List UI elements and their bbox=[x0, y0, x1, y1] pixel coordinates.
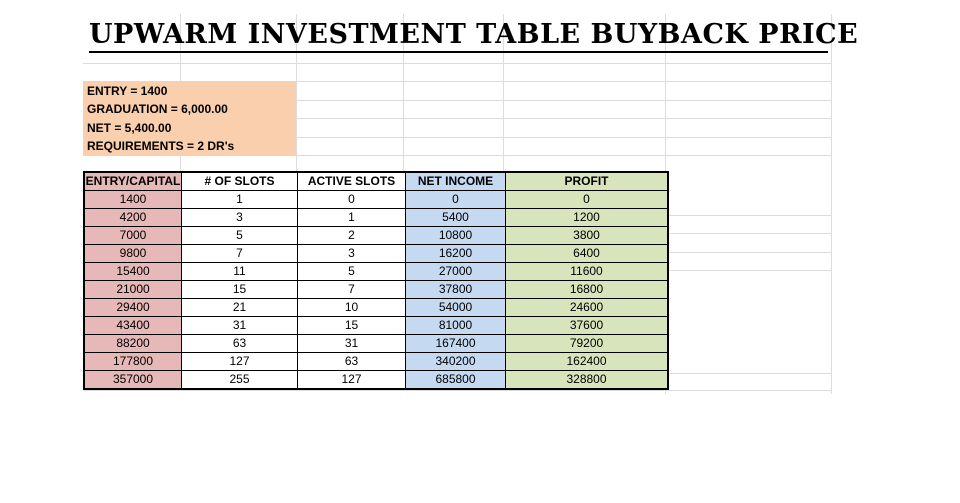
cell-net-income: 685800 bbox=[405, 370, 506, 390]
cell-slots: 31 bbox=[181, 316, 298, 335]
cell-net-income: 10800 bbox=[405, 226, 506, 245]
cell-net-income: 5400 bbox=[405, 208, 506, 227]
cell-net-income: 167400 bbox=[405, 334, 506, 353]
cell-entry-capital: 21000 bbox=[83, 280, 182, 299]
gridline bbox=[83, 81, 832, 82]
cell-slots: 127 bbox=[181, 352, 298, 371]
cell-slots: 7 bbox=[181, 244, 298, 263]
header-active-slots: ACTIVE SLOTS bbox=[297, 171, 406, 191]
table-row: 1400 1 0 0 0 bbox=[83, 190, 669, 209]
sheet-title: UPWARM INVESTMENT TABLE BUYBACK PRICE bbox=[89, 19, 859, 50]
table-row: 7000 5 2 10800 3800 bbox=[83, 226, 669, 245]
investment-table: ENTRY/CAPITAL # OF SLOTS ACTIVE SLOTS NET I… bbox=[83, 171, 669, 390]
cell-active-slots: 127 bbox=[297, 370, 406, 390]
cell-net-income: 81000 bbox=[405, 316, 506, 335]
table-row: 9800 7 3 16200 6400 bbox=[83, 244, 669, 263]
cell-profit: 162400 bbox=[505, 352, 669, 371]
header-net-income: NET INCOME bbox=[405, 171, 506, 191]
cell-profit: 11600 bbox=[505, 262, 669, 281]
table-row: 21000 15 7 37800 16800 bbox=[83, 280, 669, 299]
cell-active-slots: 3 bbox=[297, 244, 406, 263]
gridline bbox=[83, 390, 832, 391]
cell-active-slots: 1 bbox=[297, 208, 406, 227]
table-row: 357000 255 127 685800 328800 bbox=[83, 370, 669, 390]
table-header-row: ENTRY/CAPITAL # OF SLOTS ACTIVE SLOTS NET I… bbox=[83, 171, 669, 191]
gridline bbox=[83, 155, 832, 156]
cell-entry-capital: 9800 bbox=[83, 244, 182, 263]
cell-active-slots: 15 bbox=[297, 316, 406, 335]
cell-net-income: 0 bbox=[405, 190, 506, 209]
cell-active-slots: 0 bbox=[297, 190, 406, 209]
info-box: ENTRY = 1400 GRADUATION = 6,000.00 NET =… bbox=[83, 81, 296, 156]
gridline bbox=[503, 14, 504, 171]
cell-profit: 24600 bbox=[505, 298, 669, 317]
info-net: NET = 5,400.00 bbox=[87, 121, 172, 135]
gridline bbox=[831, 14, 832, 394]
cell-entry-capital: 357000 bbox=[83, 370, 182, 390]
cell-entry-capital: 88200 bbox=[83, 334, 182, 353]
cell-profit: 328800 bbox=[505, 370, 669, 390]
header-entry-capital: ENTRY/CAPITAL bbox=[83, 171, 182, 191]
table-row: 15400 11 5 27000 11600 bbox=[83, 262, 669, 281]
cell-active-slots: 7 bbox=[297, 280, 406, 299]
cell-slots: 255 bbox=[181, 370, 298, 390]
title-underline bbox=[89, 51, 828, 53]
cell-entry-capital: 1400 bbox=[83, 190, 182, 209]
cell-slots: 21 bbox=[181, 298, 298, 317]
cell-net-income: 37800 bbox=[405, 280, 506, 299]
cell-profit: 3800 bbox=[505, 226, 669, 245]
cell-entry-capital: 29400 bbox=[83, 298, 182, 317]
cell-net-income: 16200 bbox=[405, 244, 506, 263]
cell-profit: 79200 bbox=[505, 334, 669, 353]
cell-net-income: 340200 bbox=[405, 352, 506, 371]
table-row: 43400 31 15 81000 37600 bbox=[83, 316, 669, 335]
cell-slots: 1 bbox=[181, 190, 298, 209]
header-slots: # OF SLOTS bbox=[181, 171, 298, 191]
cell-active-slots: 63 bbox=[297, 352, 406, 371]
cell-profit: 37600 bbox=[505, 316, 669, 335]
info-requirements: REQUIREMENTS = 2 DR's bbox=[87, 139, 235, 153]
table-row: 177800 127 63 340200 162400 bbox=[83, 352, 669, 371]
cell-profit: 16800 bbox=[505, 280, 669, 299]
cell-profit: 6400 bbox=[505, 244, 669, 263]
table-row: 88200 63 31 167400 79200 bbox=[83, 334, 669, 353]
gridline bbox=[83, 100, 832, 101]
info-graduation: GRADUATION = 6,000.00 bbox=[87, 102, 228, 116]
cell-entry-capital: 7000 bbox=[83, 226, 182, 245]
cell-entry-capital: 15400 bbox=[83, 262, 182, 281]
gridline bbox=[83, 118, 832, 119]
table-row: 4200 3 1 5400 1200 bbox=[83, 208, 669, 227]
gridline bbox=[296, 14, 297, 171]
cell-net-income: 54000 bbox=[405, 298, 506, 317]
header-profit: PROFIT bbox=[505, 171, 669, 191]
cell-entry-capital: 43400 bbox=[83, 316, 182, 335]
cell-slots: 5 bbox=[181, 226, 298, 245]
info-entry: ENTRY = 1400 bbox=[87, 84, 168, 98]
cell-slots: 63 bbox=[181, 334, 298, 353]
cell-entry-capital: 4200 bbox=[83, 208, 182, 227]
gridline bbox=[83, 63, 832, 64]
cell-slots: 15 bbox=[181, 280, 298, 299]
table-row: 29400 21 10 54000 24600 bbox=[83, 298, 669, 317]
cell-active-slots: 31 bbox=[297, 334, 406, 353]
cell-profit: 0 bbox=[505, 190, 669, 209]
cell-active-slots: 2 bbox=[297, 226, 406, 245]
cell-slots: 3 bbox=[181, 208, 298, 227]
gridline bbox=[403, 14, 404, 171]
cell-net-income: 27000 bbox=[405, 262, 506, 281]
cell-slots: 11 bbox=[181, 262, 298, 281]
cell-entry-capital: 177800 bbox=[83, 352, 182, 371]
cell-profit: 1200 bbox=[505, 208, 669, 227]
spreadsheet: UPWARM INVESTMENT TABLE BUYBACK PRICE EN… bbox=[83, 14, 859, 394]
gridline bbox=[83, 137, 832, 138]
cell-active-slots: 5 bbox=[297, 262, 406, 281]
cell-active-slots: 10 bbox=[297, 298, 406, 317]
